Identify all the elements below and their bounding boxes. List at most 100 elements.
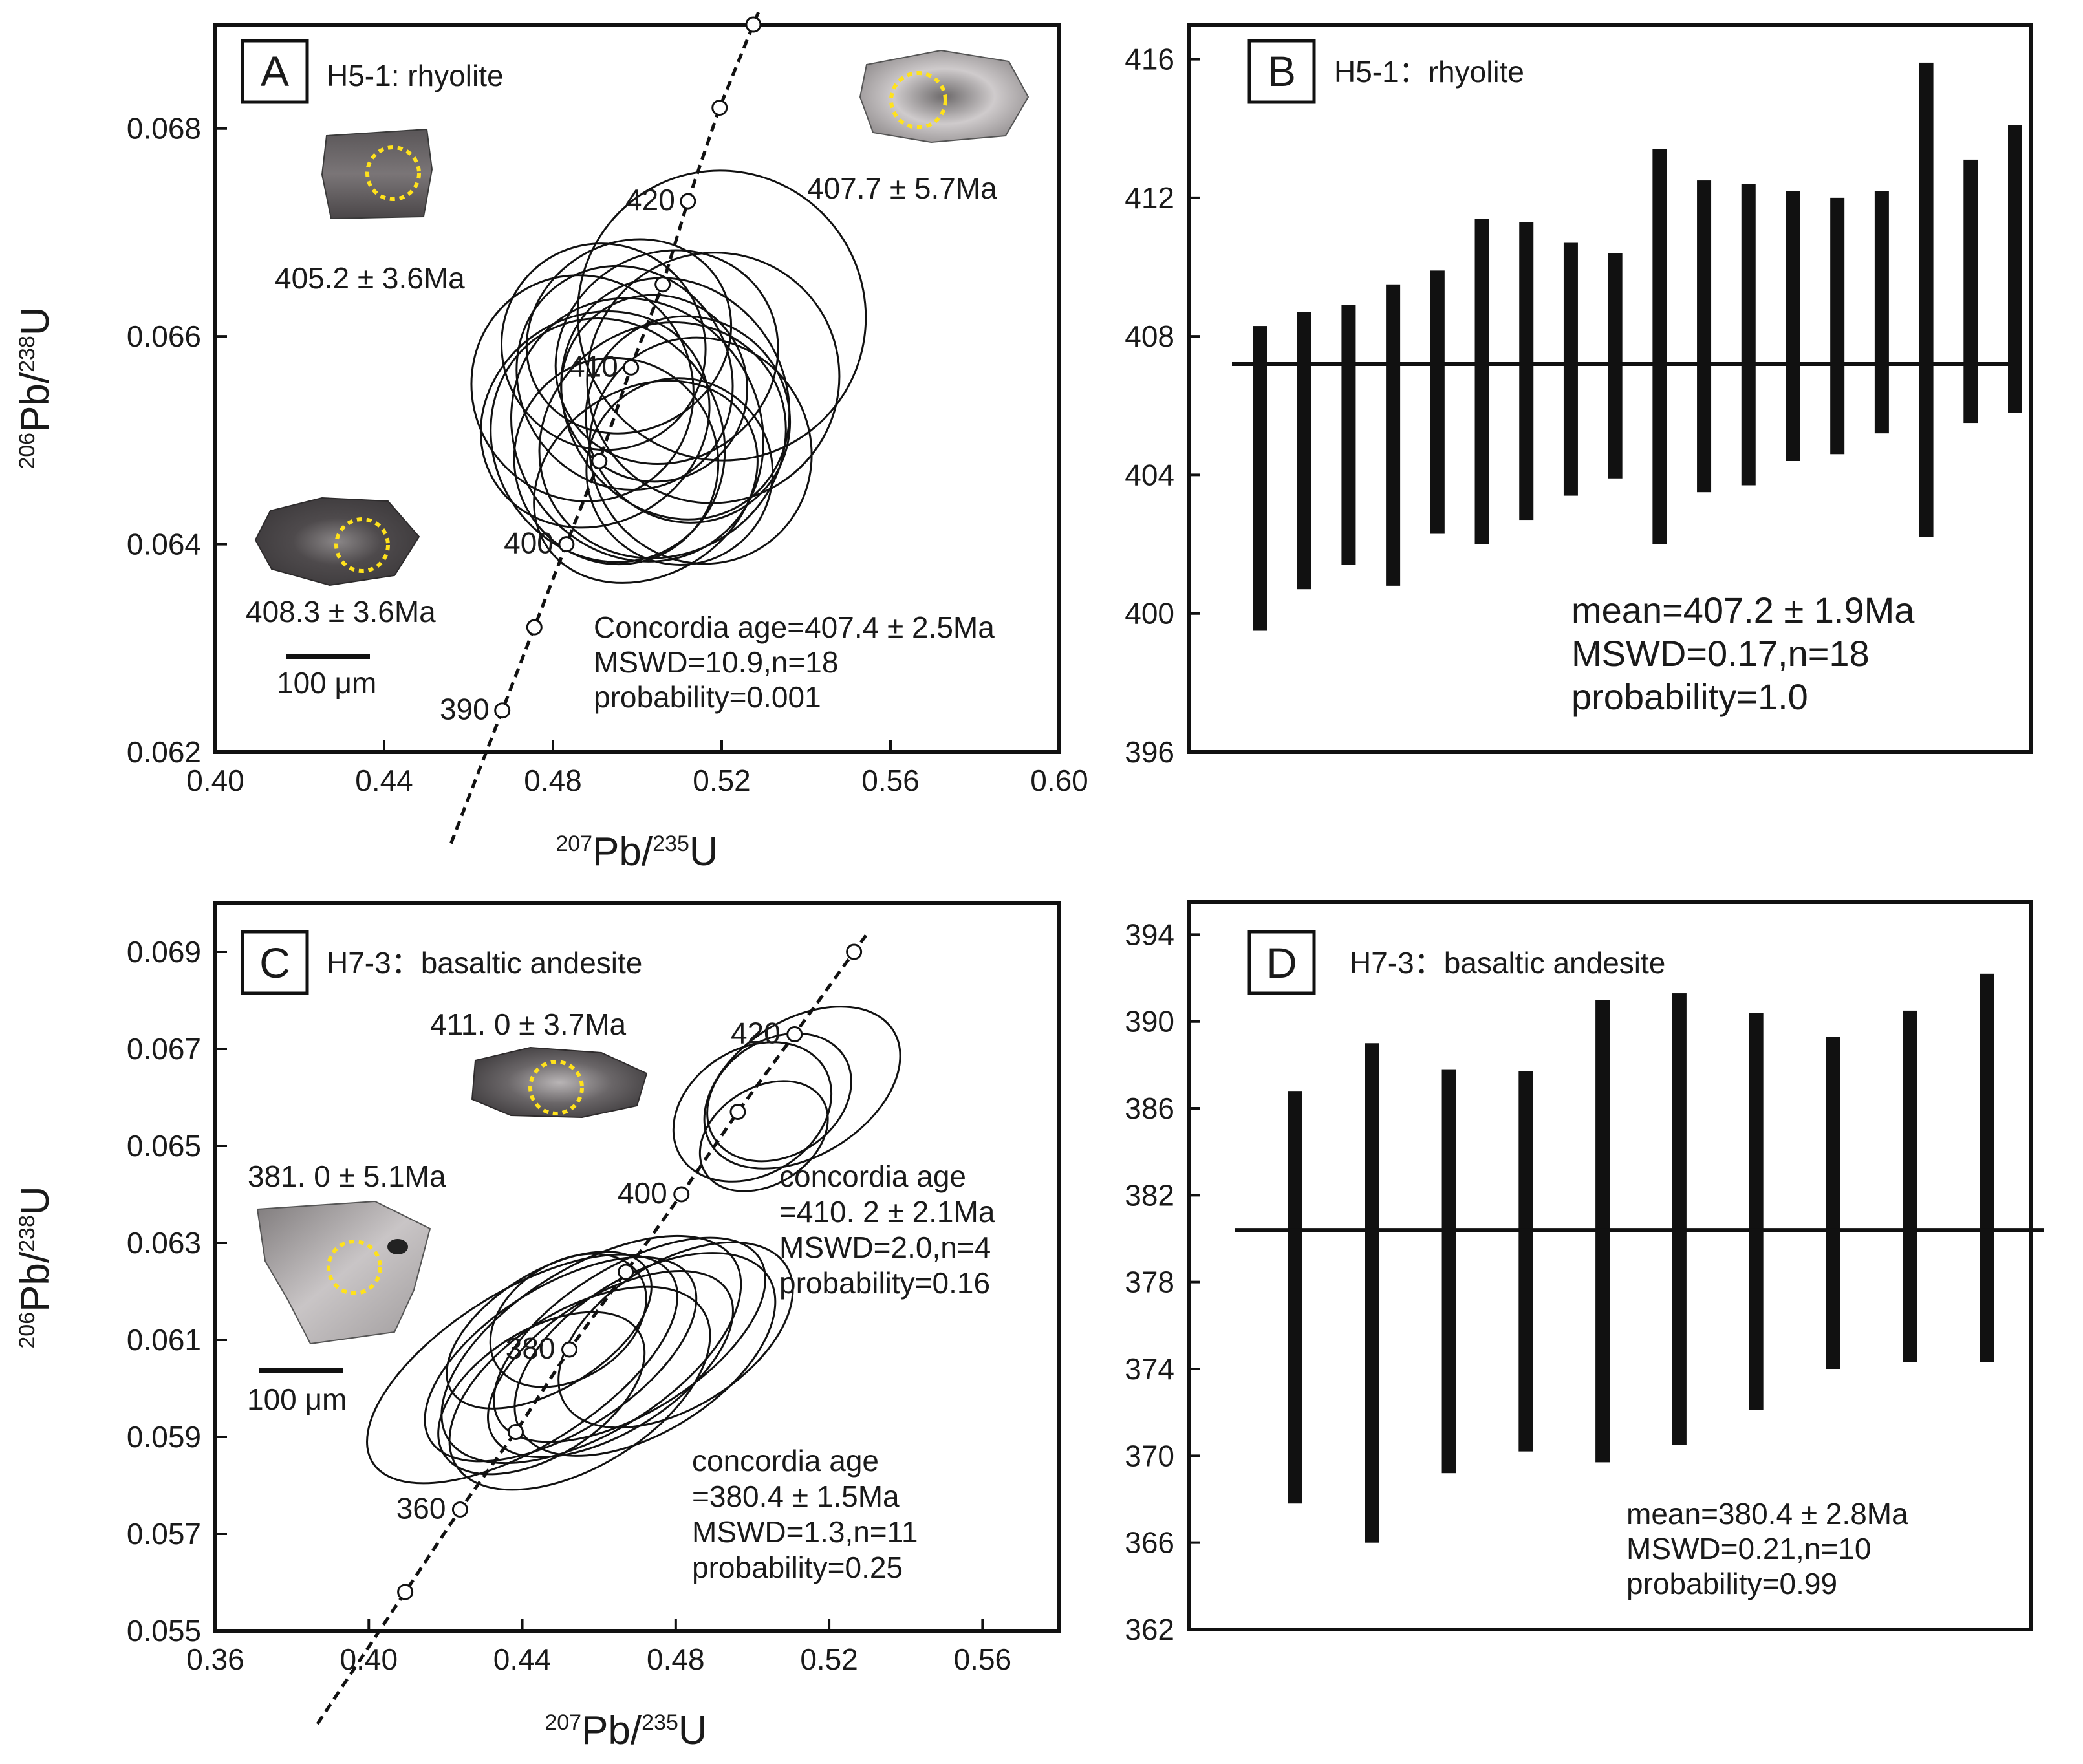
y-tick-label: 0.062 [127,735,201,769]
y-tick-label: 408 [1125,319,1174,353]
panel-a-grain-3 [255,498,419,585]
panel-b-title: H5-1：rhyolite [1334,55,1524,89]
zircon-grain-icon [472,1048,647,1117]
y-tick-label: 370 [1125,1439,1174,1472]
panel-a-title: H5-1: rhyolite [327,59,504,92]
panel-d-letter: D [1266,939,1297,987]
concordia-age-point [731,1105,745,1119]
age-error-bar [1830,198,1844,454]
panel-a-y-label: 206Pb/238U [13,307,58,469]
concordia-age-label: 360 [396,1492,446,1525]
panel-b-annotation-1: mean=407.2 ± 1.9Ma [1571,590,1915,630]
x-tick-label: 0.48 [647,1642,705,1676]
age-error-bar [1749,1013,1764,1410]
age-error-bar [1518,1071,1533,1452]
age-error-bar [1786,191,1800,461]
age-error-bar [1442,1070,1456,1474]
panel-c-scale-label: 100 μm [247,1382,347,1416]
age-error-bar [1475,219,1489,544]
age-error-bar [1697,180,1711,492]
y-tick-label: 0.059 [127,1420,201,1454]
panel-c-grain-2 [257,1201,430,1344]
concordia-age-point [847,945,861,959]
concordia-age-point [675,1187,689,1201]
concordia-age-label: 400 [618,1176,667,1210]
concordia-age-point [559,537,574,552]
concordia-age-point [681,194,695,208]
y-tick-label: 0.068 [127,112,201,145]
panel-c-grain-1 [472,1048,647,1117]
age-error-bar [1903,1011,1917,1362]
concordia-age-label: 400 [504,526,554,560]
y-tick-label: 404 [1125,458,1174,491]
x-tick-label: 0.56 [954,1642,1012,1676]
age-error-bar [1430,270,1445,533]
concordia-age-point [453,1503,467,1517]
y-tick-label: 0.063 [127,1226,201,1260]
panel-c-annotation-lower-1: concordia age [692,1444,879,1478]
age-error-bar [1963,160,1978,423]
concordia-age-point [508,1425,523,1439]
y-tick-label: 0.066 [127,319,201,353]
panel-c-x-label: 207Pb/235U [545,1708,707,1753]
panel-a-grain-age-1: 405.2 ± 3.6Ma [275,261,465,295]
panel-a-annotation-3: probability=0.001 [594,680,821,714]
concordia-age-point [713,101,727,115]
y-tick-label: 400 [1125,597,1174,630]
x-tick-label: 0.52 [800,1642,858,1676]
concordia-age-point [619,1265,633,1279]
panel-b-letter: B [1268,47,1296,95]
zircon-grain-icon [322,129,432,219]
age-error-bar [1826,1037,1840,1369]
panel-c-letter: C [259,939,290,987]
panel-a-concordia: A H5-1: rhyolite 0.400.440.480.520.560.6… [13,8,1088,874]
concordia-age-point [656,277,670,292]
panel-a-scale-label: 100 μm [277,666,376,700]
panel-d-annotation-3: probability=0.99 [1626,1567,1837,1600]
y-tick-label: 0.055 [127,1614,201,1648]
zircon-grain-icon [255,498,419,585]
panel-d-weighted-mean: D H7-3：basaltic andesite 362366370374378… [1125,902,2044,1646]
panel-c-annotation-upper-2: =410. 2 ± 2.1Ma [779,1195,995,1229]
panel-d-bars [1288,974,1994,1543]
age-error-bar [1341,305,1355,565]
panel-d-annotation-1: mean=380.4 ± 2.8Ma [1626,1497,1908,1531]
age-error-bar [1253,326,1267,630]
panel-c-grain-age-1: 411. 0 ± 3.7Ma [430,1007,627,1041]
panel-a-x-label: 207Pb/235U [556,830,718,874]
y-tick-label: 412 [1125,181,1174,215]
panel-c-y-label: 206Pb/238U [13,1186,58,1348]
y-tick-label: 394 [1125,918,1174,951]
panel-c-annotation-lower-2: =380.4 ± 1.5Ma [692,1479,900,1513]
panel-b-weighted-mean: B H5-1：rhyolite 396400404408412416 mean=… [1125,25,2031,769]
panel-c-annotation-upper-3: MSWD=2.0,n=4 [779,1231,991,1264]
age-error-bar [1672,993,1687,1445]
age-error-bar [2008,125,2022,413]
y-tick-label: 0.064 [127,528,201,561]
concordia-age-point [527,620,541,634]
age-error-bar [1564,243,1578,496]
concordia-age-label: 410 [568,349,618,383]
x-tick-label: 0.52 [693,764,751,797]
age-error-bar [1875,191,1889,433]
age-error-bar [1386,285,1400,586]
panel-a-grain-age-3: 408.3 ± 3.6Ma [246,595,436,629]
age-error-bar [1919,63,1934,537]
panel-c-annotation-lower-4: probability=0.25 [692,1551,903,1584]
concordia-age-point [746,17,761,32]
age-error-bar [1652,149,1667,544]
error-ellipse [475,225,775,531]
concordia-age-label: 420 [731,1016,781,1050]
panel-a-grain-age-2: 407.7 ± 5.7Ma [807,171,997,205]
concordia-age-label: 390 [440,693,490,726]
y-tick-label: 366 [1125,1526,1174,1560]
panel-a-letter: A [261,47,289,95]
y-tick-label: 0.065 [127,1129,201,1163]
panel-a-annotation-1: Concordia age=407.4 ± 2.5Ma [594,610,995,644]
y-tick-label: 390 [1125,1005,1174,1038]
concordia-age-point [592,454,607,468]
age-error-bar [1288,1091,1302,1503]
inclusion-icon [387,1239,408,1254]
y-tick-label: 382 [1125,1178,1174,1212]
x-tick-label: 0.44 [355,764,413,797]
